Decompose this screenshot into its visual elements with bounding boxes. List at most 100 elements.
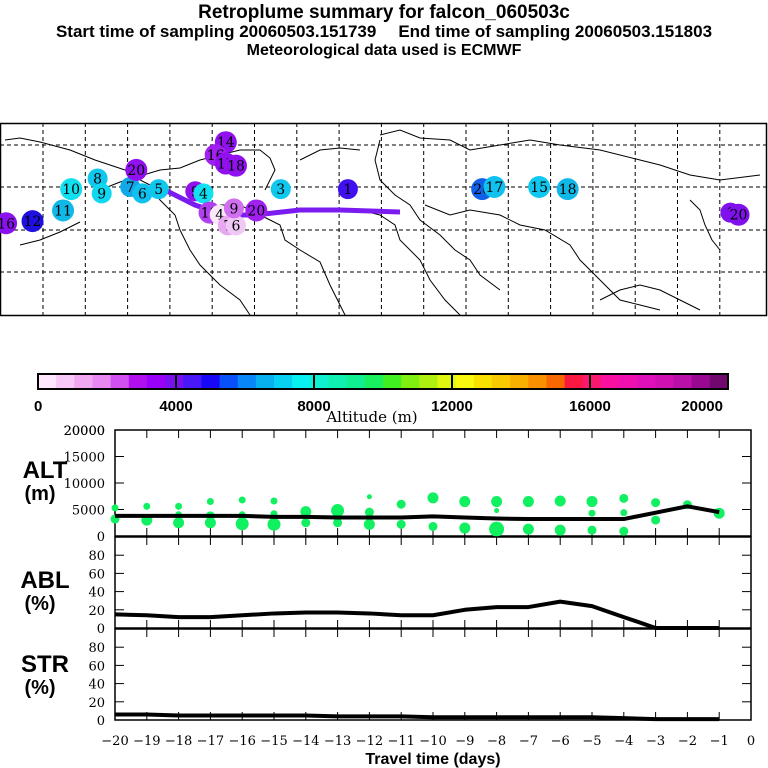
cluster-circle: [0, 212, 18, 235]
altitude-cluster-point: [651, 498, 661, 508]
cluster-label: 5: [154, 182, 163, 198]
altitude-cluster-point: [270, 497, 278, 505]
cluster-circle: [60, 178, 83, 201]
x-tick-label: −14: [292, 734, 319, 749]
colorbar-swatch: [219, 374, 239, 389]
map-cluster: 18: [556, 178, 579, 201]
colorbar-swatch: [383, 374, 402, 389]
map-cluster: 15: [528, 176, 551, 198]
altitude-cluster-point: [427, 492, 439, 504]
colorbar-swatch: [655, 374, 675, 389]
cluster-label: 4: [199, 186, 208, 202]
map-cluster: 9: [223, 198, 244, 219]
colorbar-swatch: [473, 374, 493, 389]
altitude-cluster-point: [238, 496, 246, 504]
x-tick-label: −16: [228, 734, 255, 749]
cluster-label: 18: [559, 182, 577, 198]
colorbar-swatch: [201, 374, 221, 389]
colorbar-tick-label: 20000: [681, 398, 723, 415]
colorbar-swatch: [600, 374, 620, 389]
y-tick-label: 40: [88, 678, 105, 693]
x-tick-label: −8: [487, 734, 506, 749]
colorbar-tick-label: 4000: [159, 398, 192, 415]
x-tick-label: 0: [747, 734, 755, 749]
altitude-cluster-point: [494, 508, 500, 514]
colorbar-swatch: [510, 374, 529, 389]
cluster-label: 17: [485, 180, 503, 196]
altitude-cluster-point: [587, 525, 597, 535]
colorbar-swatch: [619, 374, 638, 389]
panel-ylabel-unit: (m): [24, 483, 55, 505]
cluster-label: 1: [343, 182, 352, 198]
x-axis-label: Travel time (days): [365, 751, 500, 768]
cluster-label: 7: [126, 180, 135, 196]
cluster-circle: [270, 179, 291, 200]
altitude-cluster-point: [459, 496, 471, 508]
colorbar-swatch: [691, 374, 711, 389]
colorbar-swatch: [183, 374, 202, 389]
map-cluster: 18: [224, 154, 247, 177]
cluster-circle: [125, 158, 148, 181]
cluster-circle: [91, 183, 112, 204]
colorbar-swatch: [564, 374, 584, 389]
colorbar-swatch: [419, 374, 438, 389]
time-panels: ALT(m)0500010000150002000020000ABL(%)020…: [20, 424, 755, 749]
colorbar-swatch: [709, 374, 729, 389]
map-cluster: 5: [148, 179, 169, 200]
altitude-cluster-point: [619, 526, 629, 536]
coastline: [689, 199, 721, 251]
cluster-circle: [245, 199, 268, 222]
cluster-circle: [483, 176, 506, 198]
colorbar-swatch: [292, 374, 311, 389]
retroplume-map: 1612111089720659414161718184769203120171…: [0, 122, 768, 317]
panel-ylabel: ABL: [20, 567, 69, 594]
cluster-label: 16: [0, 216, 15, 232]
cluster-circle: [223, 198, 244, 219]
cluster-label: 12: [24, 214, 42, 230]
altitude-cluster-point: [619, 493, 629, 503]
cluster-circle: [21, 210, 44, 233]
altitude-cluster-point: [204, 517, 216, 529]
x-tick-label: −4: [614, 734, 633, 749]
colorbar-swatch: [328, 374, 348, 389]
cluster-circle: [337, 179, 358, 200]
altitude-cluster-point: [366, 494, 372, 500]
altitude-cluster-point: [111, 504, 119, 512]
cluster-label: 11: [54, 203, 72, 219]
map-cluster: 17: [483, 176, 506, 198]
altitude-cluster-point: [620, 509, 628, 517]
series-line: [115, 504, 720, 522]
y-tick-label: 20000: [64, 424, 105, 439]
colorbar-swatch: [92, 374, 112, 389]
colorbar-swatch: [110, 374, 130, 389]
colorbar-swatch: [455, 374, 475, 389]
panel-ylabel: ALT: [23, 457, 68, 484]
x-tick-label: −12: [356, 734, 383, 749]
altitude-cluster-point: [491, 496, 503, 508]
colorbar-swatch: [310, 374, 330, 389]
y-tick-label: 5000: [72, 504, 105, 519]
cluster-circle: [132, 183, 153, 204]
map-cluster: 20: [245, 199, 268, 222]
colorbar-swatch: [255, 374, 275, 389]
x-tick-label: −7: [519, 734, 538, 749]
map-cluster: 10: [60, 178, 83, 201]
cluster-circle: [193, 183, 214, 204]
map-cluster: 6: [132, 183, 153, 204]
altitude-cluster-point: [333, 518, 343, 528]
colorbar-swatch: [274, 374, 293, 389]
colorbar-swatch: [546, 374, 566, 389]
altitude-cluster-point: [235, 517, 249, 531]
colorbar-swatch: [528, 374, 547, 389]
cluster-label: 9: [229, 201, 238, 217]
colorbar-swatch: [74, 374, 93, 389]
y-tick-label: 20: [88, 696, 105, 711]
colorbar-tick-label: 0: [34, 398, 42, 415]
x-tick-label: −5: [582, 734, 601, 749]
colorbar-tick-label: 16000: [569, 398, 611, 415]
colorbar-swatch: [38, 374, 57, 389]
colorbar-swatch: [582, 374, 602, 389]
colorbar-swatch: [673, 374, 693, 389]
cluster-label: 10: [62, 182, 80, 198]
